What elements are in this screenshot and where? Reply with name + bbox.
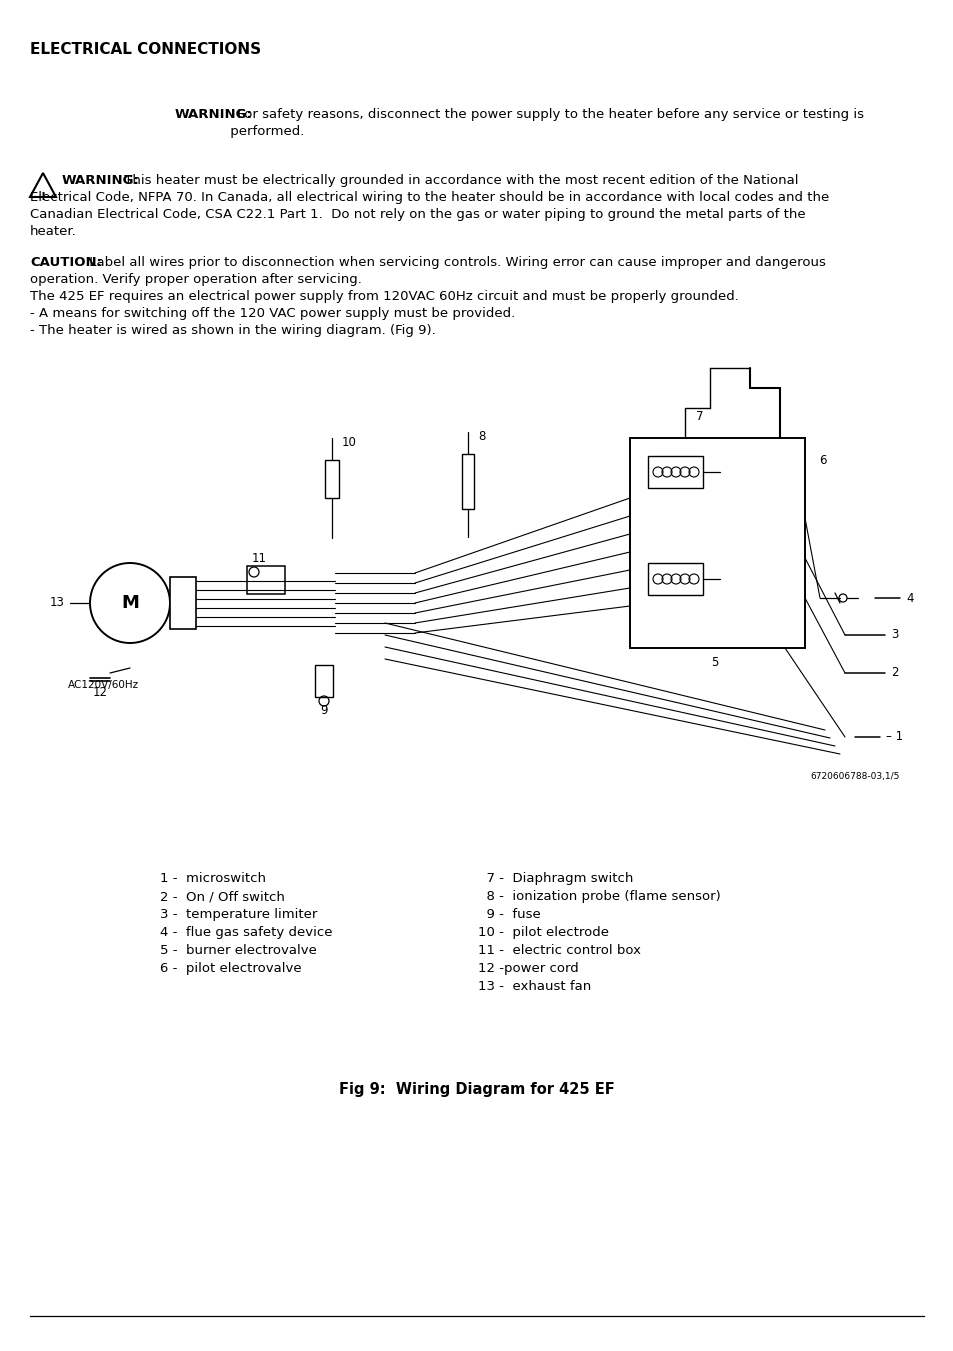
Bar <box>629 438 804 648</box>
Text: !: ! <box>40 192 46 203</box>
Text: 5: 5 <box>711 657 718 670</box>
Bar <box>170 577 195 630</box>
Text: 1 -  microswitch: 1 - microswitch <box>160 871 266 885</box>
Text: 2 -  On / Off switch: 2 - On / Off switch <box>160 890 285 902</box>
Text: Canadian Electrical Code, CSA C22.1 Part 1.  Do not rely on the gas or water pip: Canadian Electrical Code, CSA C22.1 Part… <box>30 208 804 222</box>
Text: 13 -  exhaust fan: 13 - exhaust fan <box>477 979 591 993</box>
Text: 8 -  ionization probe (flame sensor): 8 - ionization probe (flame sensor) <box>477 890 720 902</box>
Text: 6 -  pilot electrovalve: 6 - pilot electrovalve <box>160 962 301 975</box>
Text: 3 -  temperature limiter: 3 - temperature limiter <box>160 908 317 921</box>
Text: 2: 2 <box>890 666 898 680</box>
Text: This heater must be electrically grounded in accordance with the most recent edi: This heater must be electrically grounde… <box>120 174 798 186</box>
Text: - The heater is wired as shown in the wiring diagram. (Fig 9).: - The heater is wired as shown in the wi… <box>30 324 436 336</box>
Text: 9 -  fuse: 9 - fuse <box>477 908 540 921</box>
Text: 10: 10 <box>341 436 356 450</box>
Text: 11: 11 <box>252 551 267 565</box>
Text: 5 -  burner electrovalve: 5 - burner electrovalve <box>160 944 316 957</box>
Bar <box>461 454 474 509</box>
Text: 12 -power cord: 12 -power cord <box>477 962 578 975</box>
Bar <box>647 457 702 488</box>
Text: CAUTION:: CAUTION: <box>30 255 102 269</box>
Text: operation. Verify proper operation after servicing.: operation. Verify proper operation after… <box>30 273 361 286</box>
Text: 3: 3 <box>890 628 898 642</box>
Text: Electrical Code, NFPA 70. In Canada, all electrical wiring to the heater should : Electrical Code, NFPA 70. In Canada, all… <box>30 190 828 204</box>
Text: WARNING:: WARNING: <box>62 174 140 186</box>
Text: 6: 6 <box>818 454 825 466</box>
Text: M: M <box>121 594 139 612</box>
Text: 12: 12 <box>92 686 108 700</box>
Text: heater.: heater. <box>30 226 76 238</box>
Circle shape <box>90 563 170 643</box>
Text: performed.: performed. <box>174 126 304 138</box>
Text: WARNING:: WARNING: <box>174 108 253 122</box>
Text: Label all wires prior to disconnection when servicing controls. Wiring error can: Label all wires prior to disconnection w… <box>85 255 825 269</box>
Bar <box>247 566 285 594</box>
Text: 9: 9 <box>320 704 328 717</box>
Text: 8: 8 <box>477 431 485 443</box>
Bar <box>325 459 338 499</box>
Text: 7 -  Diaphragm switch: 7 - Diaphragm switch <box>477 871 633 885</box>
Text: ELECTRICAL CONNECTIONS: ELECTRICAL CONNECTIONS <box>30 42 261 57</box>
Text: 4 -  flue gas safety device: 4 - flue gas safety device <box>160 925 333 939</box>
Text: The 425 EF requires an electrical power supply from 120VAC 60Hz circuit and must: The 425 EF requires an electrical power … <box>30 290 739 303</box>
Bar <box>647 563 702 594</box>
Text: For safety reasons, disconnect the power supply to the heater before any service: For safety reasons, disconnect the power… <box>233 108 863 122</box>
Text: 13: 13 <box>51 597 65 609</box>
Text: 7: 7 <box>696 409 703 423</box>
Text: AC120V/60Hz: AC120V/60Hz <box>68 680 139 690</box>
Text: 10 -  pilot electrode: 10 - pilot electrode <box>477 925 608 939</box>
Text: 11 -  electric control box: 11 - electric control box <box>477 944 640 957</box>
Text: 4: 4 <box>905 592 913 604</box>
Bar <box>314 665 333 697</box>
Text: Fig 9:  Wiring Diagram for 425 EF: Fig 9: Wiring Diagram for 425 EF <box>338 1082 615 1097</box>
Text: 6720606788-03,1/5: 6720606788-03,1/5 <box>810 771 899 781</box>
Text: - A means for switching off the 120 VAC power supply must be provided.: - A means for switching off the 120 VAC … <box>30 307 515 320</box>
Text: – 1: – 1 <box>885 731 902 743</box>
